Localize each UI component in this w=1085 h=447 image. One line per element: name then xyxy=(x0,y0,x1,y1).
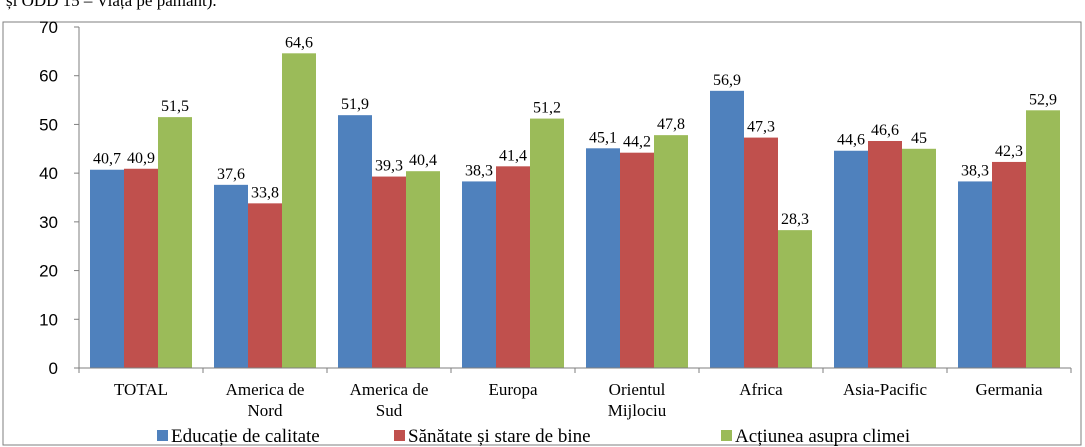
data-label: 38,3 xyxy=(961,162,989,179)
bar xyxy=(620,152,654,368)
y-tick-label: 0 xyxy=(49,359,58,378)
legend-label: Educație de calitate xyxy=(171,426,320,447)
data-label: 28,3 xyxy=(781,211,809,228)
data-label: 45,1 xyxy=(589,129,617,146)
legend: Educație de calitate Sănătate și stare de… xyxy=(157,426,910,447)
data-label: 40,9 xyxy=(127,150,155,167)
data-label: 47,3 xyxy=(747,119,775,136)
data-label: 45 xyxy=(911,130,927,147)
chart-border xyxy=(2,21,1082,446)
data-label: 51,9 xyxy=(341,96,369,113)
legend-swatch xyxy=(394,430,405,441)
data-label: 33,8 xyxy=(251,184,279,201)
bar xyxy=(868,140,902,368)
bar xyxy=(778,230,812,368)
bar xyxy=(462,181,496,368)
data-label: 52,9 xyxy=(1029,91,1057,108)
bar xyxy=(530,118,564,368)
legend-label: Acțiunea asupra climei xyxy=(735,426,910,447)
x-tick-label: America de Nord xyxy=(226,380,305,420)
data-label: 44,2 xyxy=(623,134,651,151)
bar xyxy=(248,203,282,368)
y-tick-label: 10 xyxy=(39,310,58,329)
bar xyxy=(744,137,778,368)
data-label: 42,3 xyxy=(995,143,1023,160)
bar xyxy=(282,53,316,368)
legend-label: Sănătate și stare de bine xyxy=(408,426,591,447)
y-tick-label: 50 xyxy=(39,115,58,134)
bar xyxy=(958,181,992,368)
bar xyxy=(372,176,406,368)
y-tick-label: 60 xyxy=(39,67,58,86)
y-tick-label: 20 xyxy=(39,262,58,281)
bar xyxy=(654,135,688,368)
y-tick-label: 30 xyxy=(39,213,58,232)
y-tick-label: 70 xyxy=(39,18,58,37)
bars xyxy=(90,53,1060,369)
legend-swatch xyxy=(157,430,168,441)
bar xyxy=(1026,110,1060,369)
legend-swatch xyxy=(721,430,732,441)
y-axis: 0 10 20 30 40 50 60 70 xyxy=(39,18,80,378)
x-tick-label: Orientul Mijlociu xyxy=(608,380,667,420)
data-label: 41,4 xyxy=(499,147,527,164)
data-label: 46,6 xyxy=(871,122,899,139)
bar xyxy=(902,148,936,368)
bar xyxy=(710,90,744,369)
bar xyxy=(158,117,192,368)
x-tick-label: America de Sud xyxy=(350,380,429,420)
data-label: 51,2 xyxy=(533,100,561,117)
bar xyxy=(586,148,620,368)
data-label: 64,6 xyxy=(285,34,313,51)
bar xyxy=(124,168,158,368)
x-axis: TOTAL America de Nord America de Sud Europa Or… xyxy=(78,367,1072,420)
y-tick-label: 40 xyxy=(39,164,58,183)
data-label: 37,6 xyxy=(217,166,245,183)
bar xyxy=(496,166,530,368)
data-label: 40,7 xyxy=(93,151,121,168)
data-label: 56,9 xyxy=(713,72,741,89)
bar xyxy=(406,171,440,368)
bar xyxy=(90,169,124,368)
data-label: 39,3 xyxy=(375,158,403,175)
data-labels: 40,7 40,9 51,5 37,6 33,8 64,6 51,9 39,3 40,4 38,3… xyxy=(93,34,1057,228)
data-label: 40,4 xyxy=(409,152,437,169)
bar xyxy=(338,115,372,369)
x-tick-label: Africa xyxy=(739,380,783,399)
bar xyxy=(214,184,248,368)
chart-caption: și ODD 15 – Viața pe pământ). xyxy=(6,0,217,10)
x-tick-label: TOTAL xyxy=(114,380,168,399)
data-label: 38,3 xyxy=(465,162,493,179)
data-label: 51,5 xyxy=(161,98,189,115)
x-tick-label: Germania xyxy=(975,380,1042,399)
data-label: 47,8 xyxy=(657,116,685,133)
data-label: 44,6 xyxy=(837,132,865,149)
x-tick-label: Europa xyxy=(488,380,538,399)
bar xyxy=(834,150,868,368)
bar xyxy=(992,161,1026,368)
x-tick-label: Asia-Pacific xyxy=(843,380,927,399)
